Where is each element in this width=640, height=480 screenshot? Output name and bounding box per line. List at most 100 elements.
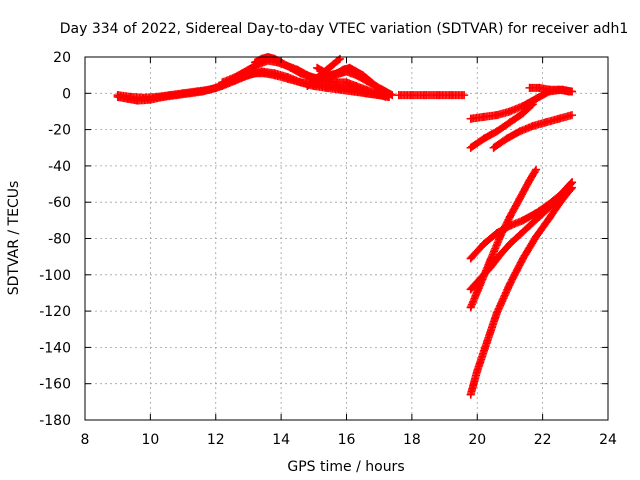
series-arc14 — [466, 178, 577, 294]
data-point — [479, 134, 488, 143]
data-point — [473, 366, 482, 375]
data-point — [322, 65, 331, 74]
data-point — [535, 212, 544, 221]
series-arc6 — [303, 54, 344, 91]
data-point — [335, 54, 344, 63]
data-point — [296, 69, 305, 78]
series-arc10 — [489, 111, 577, 152]
data-point — [519, 254, 528, 263]
data-point — [362, 85, 371, 94]
data-point — [152, 92, 161, 101]
y-tick-label: -20 — [48, 123, 71, 139]
data-point — [371, 82, 380, 91]
data-point — [525, 221, 534, 230]
series-arc7 — [394, 91, 469, 100]
data-point — [342, 78, 351, 87]
data-point — [378, 87, 387, 96]
data-point — [545, 214, 554, 223]
y-tick-label: -60 — [48, 195, 71, 211]
data-point — [329, 60, 338, 69]
data-point — [218, 78, 227, 87]
y-tick-label: -180 — [39, 413, 71, 429]
data-point — [466, 285, 475, 294]
data-point — [519, 216, 528, 225]
series-arc12 — [466, 165, 541, 312]
data-point — [479, 112, 488, 121]
ticks: 8 10 12 14 16 18 20 22 24 20 0 -20 -40 -60 -80 -100 -120… — [39, 50, 617, 448]
x-tick-label: 10 — [141, 432, 159, 448]
data-point — [345, 63, 354, 72]
data-point — [296, 78, 305, 87]
data-point — [257, 67, 266, 76]
y-tick-label: -40 — [48, 159, 71, 175]
series-arc15 — [466, 183, 577, 399]
y-tick-label: -160 — [39, 377, 71, 393]
x-tick-label: 18 — [403, 432, 421, 448]
x-tick-label: 20 — [468, 432, 486, 448]
data-point — [466, 143, 475, 152]
x-tick-label: 22 — [534, 432, 552, 448]
data-point — [384, 92, 393, 101]
data-point — [309, 76, 318, 85]
data-point — [545, 85, 554, 94]
x-tick-label: 14 — [272, 432, 290, 448]
x-tick-label: 24 — [599, 432, 617, 448]
data-point — [505, 212, 514, 221]
data-point — [492, 127, 501, 136]
data-point — [205, 85, 214, 94]
series-arc9 — [466, 100, 537, 152]
data-point — [568, 111, 577, 120]
data-point — [466, 114, 475, 123]
data-point — [126, 92, 135, 101]
data-point — [352, 82, 361, 91]
chart-title: Day 334 of 2022, Sidereal Day-to-day VTE… — [60, 21, 628, 37]
data-point — [466, 390, 475, 399]
data-point — [358, 71, 367, 80]
data-point — [371, 89, 380, 98]
y-tick-label: -80 — [48, 232, 71, 248]
data-point — [525, 83, 534, 92]
data-point — [554, 114, 563, 123]
data-point — [568, 183, 577, 192]
data-point — [492, 308, 501, 317]
data-point — [460, 91, 469, 100]
data-point — [541, 118, 550, 127]
data-point — [394, 91, 403, 100]
data-point — [339, 65, 348, 74]
data-point — [483, 337, 492, 346]
data-point — [313, 63, 322, 72]
data-point — [528, 100, 537, 109]
data-point — [479, 239, 488, 248]
grid — [85, 57, 608, 420]
data-point — [244, 65, 253, 74]
data-point — [519, 109, 528, 118]
data-point — [515, 127, 524, 136]
data-point — [545, 203, 554, 212]
data-point — [165, 91, 174, 100]
data-point — [554, 200, 563, 209]
data-point — [335, 85, 344, 94]
y-tick-label: -120 — [39, 304, 71, 320]
data-point — [496, 250, 505, 259]
data-point — [515, 194, 524, 203]
data-point — [113, 91, 122, 100]
data-point — [179, 89, 188, 98]
data-point — [532, 94, 541, 103]
data-point — [505, 279, 514, 288]
y-tick-label: -140 — [39, 340, 71, 356]
data-point — [535, 83, 544, 92]
x-tick-label: 16 — [338, 432, 356, 448]
data-point — [257, 54, 266, 63]
data-point — [192, 87, 201, 96]
data-point — [489, 143, 498, 152]
data-point — [407, 91, 416, 100]
data-point — [434, 91, 443, 100]
data-point — [492, 229, 501, 238]
series-segment-markers — [473, 339, 491, 375]
data-point — [326, 71, 335, 80]
data-point — [466, 303, 475, 312]
data-point — [532, 165, 541, 174]
data-point — [515, 230, 524, 239]
data-point — [532, 232, 541, 241]
